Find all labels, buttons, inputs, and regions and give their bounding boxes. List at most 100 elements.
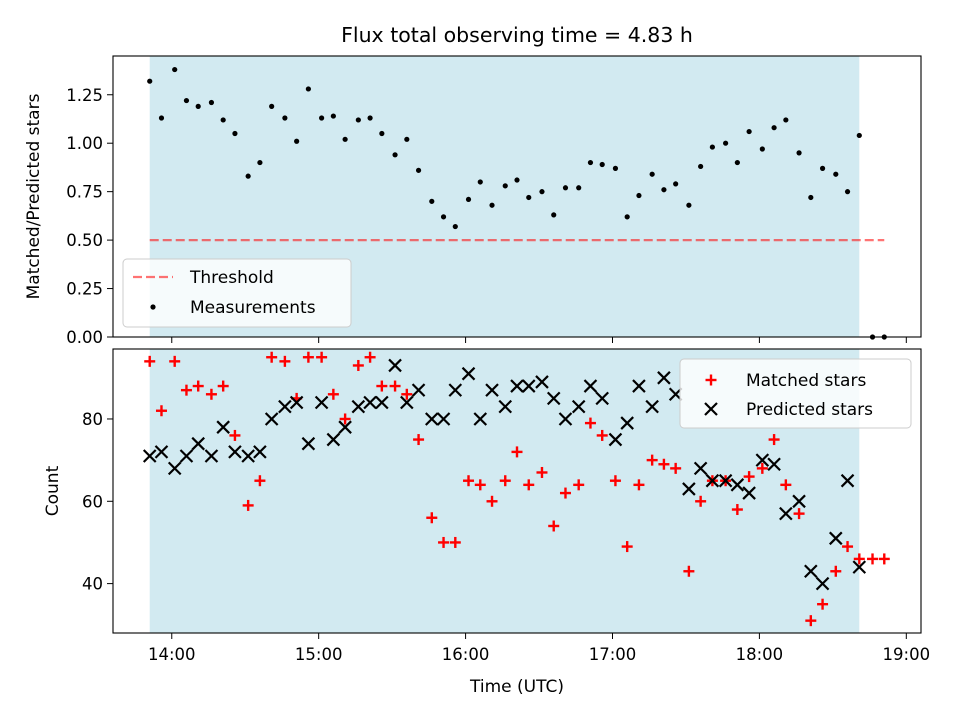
predicted-star-point bbox=[558, 412, 573, 426]
bottom-x-tick-label: 17:00 bbox=[589, 645, 637, 664]
predicted-star-point bbox=[755, 453, 770, 467]
matched-star-point bbox=[867, 553, 879, 565]
measurement-point bbox=[269, 103, 275, 109]
matched-star-point bbox=[242, 499, 254, 511]
matched-star-point bbox=[853, 553, 865, 565]
matched-star-point bbox=[205, 388, 217, 400]
matched-star-point bbox=[511, 446, 523, 458]
measurement-point bbox=[282, 115, 288, 121]
predicted-star-point bbox=[632, 379, 646, 393]
bottom-y-tick-label: 80 bbox=[82, 410, 103, 429]
predicted-star-point bbox=[767, 457, 781, 472]
predicted-star-point bbox=[815, 576, 830, 591]
measurement-point bbox=[294, 138, 300, 144]
predicted-star-point bbox=[498, 399, 513, 414]
measurement-point bbox=[404, 136, 410, 142]
predicted-star-point bbox=[264, 412, 279, 426]
top-axes-frame bbox=[112, 55, 922, 338]
measurement-point bbox=[783, 117, 789, 123]
matched-star-point bbox=[878, 553, 890, 565]
matched-star-point bbox=[756, 462, 768, 474]
measurement-point bbox=[245, 173, 251, 179]
measurement-point bbox=[599, 161, 605, 168]
measurement-point bbox=[734, 159, 740, 166]
matched-star-point bbox=[155, 405, 167, 417]
measurement-point bbox=[576, 185, 582, 191]
matched-star-point bbox=[596, 429, 608, 441]
measurement-point bbox=[367, 115, 373, 121]
matched-star-point bbox=[830, 565, 842, 577]
predicted-star-point bbox=[301, 436, 316, 451]
matched-star-point bbox=[169, 355, 181, 367]
predicted-star-point bbox=[278, 399, 292, 414]
predicted-star-point bbox=[338, 420, 352, 434]
measurement-point bbox=[746, 128, 752, 135]
measurement-point bbox=[808, 194, 814, 201]
predicted-star-point bbox=[620, 416, 634, 430]
predicted-star-point bbox=[829, 531, 843, 546]
matched-star-point bbox=[536, 466, 548, 478]
measurement-point bbox=[208, 99, 215, 106]
measurement-point bbox=[465, 196, 472, 203]
measurement-point bbox=[183, 97, 190, 104]
matched-star-point bbox=[389, 380, 401, 392]
matched-star-point bbox=[621, 541, 633, 553]
measurement-point bbox=[489, 202, 495, 208]
bottom-x-tick-label: 14:00 bbox=[148, 645, 196, 664]
matched-star-point bbox=[683, 565, 695, 577]
matched-star-point bbox=[413, 434, 425, 446]
matched-star-point bbox=[743, 471, 755, 483]
bottom-legend: Matched stars Predicted stars bbox=[679, 358, 912, 429]
predicted-star-point bbox=[535, 375, 549, 389]
predicted-star-point bbox=[400, 395, 414, 410]
matched-star-point bbox=[339, 413, 351, 425]
matched-star-point bbox=[646, 454, 658, 466]
measurement-point bbox=[502, 183, 508, 189]
predicted-star-point bbox=[179, 449, 194, 463]
measurement-point bbox=[551, 212, 557, 218]
predicted-star-point bbox=[779, 506, 793, 521]
measurement-point bbox=[587, 159, 594, 166]
matched-star-point bbox=[670, 462, 682, 474]
measurement-point bbox=[686, 202, 692, 208]
measurement-point bbox=[415, 167, 422, 173]
predicted-star-point bbox=[730, 478, 745, 492]
predicted-star-point bbox=[351, 399, 366, 414]
measurement-point bbox=[330, 113, 336, 119]
measurement-point bbox=[673, 181, 679, 187]
matched-star-point bbox=[584, 417, 596, 429]
bottom-y-axis-label: Count bbox=[43, 465, 63, 516]
measurement-point bbox=[220, 117, 226, 123]
measurement-point bbox=[232, 130, 238, 137]
measurement-point bbox=[819, 165, 826, 171]
measurement-point bbox=[305, 86, 311, 92]
measurement-point bbox=[723, 140, 729, 146]
bottom-panel: 40 60 80 14:00 15:00 16:00 17:00 18:00 19:00 Cou… bbox=[43, 348, 930, 697]
measurement-point bbox=[355, 117, 361, 123]
top-y-tick-label: 0.25 bbox=[66, 280, 103, 299]
predicted-star-point bbox=[608, 432, 623, 447]
matched-star-point bbox=[559, 487, 571, 499]
measurement-point bbox=[158, 115, 165, 121]
predicted-star-point bbox=[852, 560, 867, 574]
measurement-point bbox=[759, 146, 765, 152]
matched-star-point bbox=[609, 475, 621, 487]
legend-measurements-label: Measurements bbox=[190, 298, 316, 318]
matched-star-point bbox=[486, 495, 498, 507]
predicted-star-point bbox=[705, 473, 720, 488]
measurement-point bbox=[856, 132, 862, 139]
matched-star-point bbox=[523, 479, 535, 491]
matched-star-point bbox=[180, 384, 192, 396]
predicted-star-point bbox=[289, 395, 304, 410]
measurement-point bbox=[392, 152, 398, 158]
predicted-star-point bbox=[461, 366, 476, 381]
predicted-star-point bbox=[191, 436, 205, 451]
predicted-star-point bbox=[657, 371, 671, 385]
measurement-point bbox=[147, 78, 153, 84]
matched-star-point bbox=[573, 479, 585, 491]
predicted-star-point bbox=[521, 379, 536, 393]
matched-star-point bbox=[817, 598, 829, 610]
matched-star-point bbox=[376, 380, 388, 392]
predicted-star-point bbox=[742, 486, 756, 500]
matched-star-point bbox=[327, 388, 339, 400]
